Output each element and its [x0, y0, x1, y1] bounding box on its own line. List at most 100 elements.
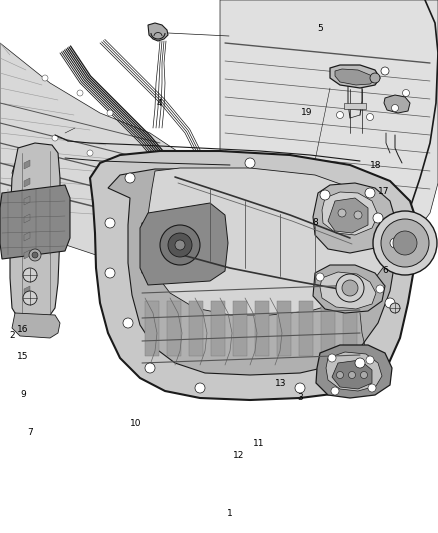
Circle shape — [393, 231, 417, 255]
Text: 16: 16 — [17, 325, 28, 334]
Text: 3: 3 — [297, 393, 303, 402]
Circle shape — [168, 233, 192, 257]
Circle shape — [376, 285, 384, 293]
Polygon shape — [255, 301, 269, 356]
Circle shape — [23, 268, 37, 282]
Polygon shape — [10, 143, 60, 321]
Polygon shape — [316, 345, 392, 398]
Text: 2: 2 — [10, 332, 15, 340]
Polygon shape — [12, 163, 50, 187]
Circle shape — [320, 190, 330, 200]
Text: 5: 5 — [317, 24, 323, 33]
Circle shape — [32, 252, 38, 258]
Circle shape — [52, 135, 58, 141]
Circle shape — [107, 110, 113, 116]
Polygon shape — [320, 272, 376, 309]
Circle shape — [125, 173, 135, 183]
Text: 17: 17 — [378, 188, 389, 196]
Circle shape — [117, 170, 123, 176]
Polygon shape — [24, 178, 30, 187]
Polygon shape — [0, 185, 70, 259]
Text: 1: 1 — [227, 509, 233, 518]
Polygon shape — [211, 301, 225, 356]
Circle shape — [373, 211, 437, 275]
Circle shape — [123, 318, 133, 328]
Text: 12: 12 — [233, 451, 244, 460]
Circle shape — [342, 280, 358, 296]
Polygon shape — [189, 301, 203, 356]
Polygon shape — [148, 23, 168, 41]
Polygon shape — [24, 250, 30, 259]
Polygon shape — [108, 169, 396, 375]
Polygon shape — [142, 213, 215, 275]
Circle shape — [87, 150, 93, 156]
Polygon shape — [384, 95, 410, 113]
Text: 19: 19 — [301, 109, 312, 117]
Circle shape — [370, 73, 380, 83]
Circle shape — [295, 383, 305, 393]
Polygon shape — [24, 286, 30, 295]
Circle shape — [354, 211, 362, 219]
Text: 6: 6 — [382, 266, 389, 275]
Polygon shape — [233, 301, 247, 356]
Circle shape — [77, 90, 83, 96]
Circle shape — [245, 158, 255, 168]
Circle shape — [160, 225, 200, 265]
Polygon shape — [220, 0, 438, 268]
Polygon shape — [0, 43, 210, 338]
Circle shape — [360, 372, 367, 378]
Polygon shape — [321, 301, 335, 356]
Circle shape — [29, 249, 41, 261]
Circle shape — [105, 268, 115, 278]
Circle shape — [355, 358, 365, 368]
Polygon shape — [322, 192, 378, 235]
Circle shape — [42, 75, 48, 81]
Text: 15: 15 — [17, 352, 28, 360]
Text: 13: 13 — [275, 379, 286, 388]
Polygon shape — [24, 160, 30, 169]
Text: 4: 4 — [157, 100, 162, 108]
Polygon shape — [140, 203, 228, 285]
Circle shape — [195, 383, 205, 393]
Circle shape — [328, 354, 336, 362]
Circle shape — [367, 114, 374, 120]
Circle shape — [381, 219, 429, 267]
Polygon shape — [343, 301, 357, 356]
Polygon shape — [145, 301, 159, 356]
Circle shape — [338, 209, 346, 217]
Polygon shape — [332, 360, 372, 389]
Circle shape — [23, 291, 37, 305]
Polygon shape — [148, 168, 390, 315]
Polygon shape — [313, 265, 385, 313]
Text: 10: 10 — [130, 419, 141, 428]
Circle shape — [390, 238, 400, 248]
Circle shape — [390, 303, 400, 313]
Circle shape — [105, 218, 115, 228]
Circle shape — [175, 240, 185, 250]
Text: 9: 9 — [20, 390, 26, 399]
Polygon shape — [326, 352, 382, 391]
Text: 8: 8 — [312, 219, 318, 227]
Circle shape — [403, 90, 410, 96]
Polygon shape — [344, 103, 366, 109]
Circle shape — [368, 384, 376, 392]
Circle shape — [349, 372, 356, 378]
Text: 7: 7 — [27, 429, 33, 437]
Circle shape — [385, 298, 395, 308]
Circle shape — [142, 185, 148, 191]
Polygon shape — [24, 214, 30, 223]
Polygon shape — [24, 232, 30, 241]
Polygon shape — [12, 313, 60, 338]
Text: 18: 18 — [370, 161, 381, 169]
Polygon shape — [330, 65, 380, 88]
Polygon shape — [335, 69, 374, 85]
Circle shape — [366, 356, 374, 364]
Circle shape — [381, 67, 389, 75]
Polygon shape — [313, 183, 395, 253]
Polygon shape — [299, 301, 313, 356]
Circle shape — [145, 363, 155, 373]
Circle shape — [316, 273, 324, 281]
Polygon shape — [167, 301, 181, 356]
Circle shape — [392, 104, 399, 111]
Polygon shape — [328, 198, 368, 233]
